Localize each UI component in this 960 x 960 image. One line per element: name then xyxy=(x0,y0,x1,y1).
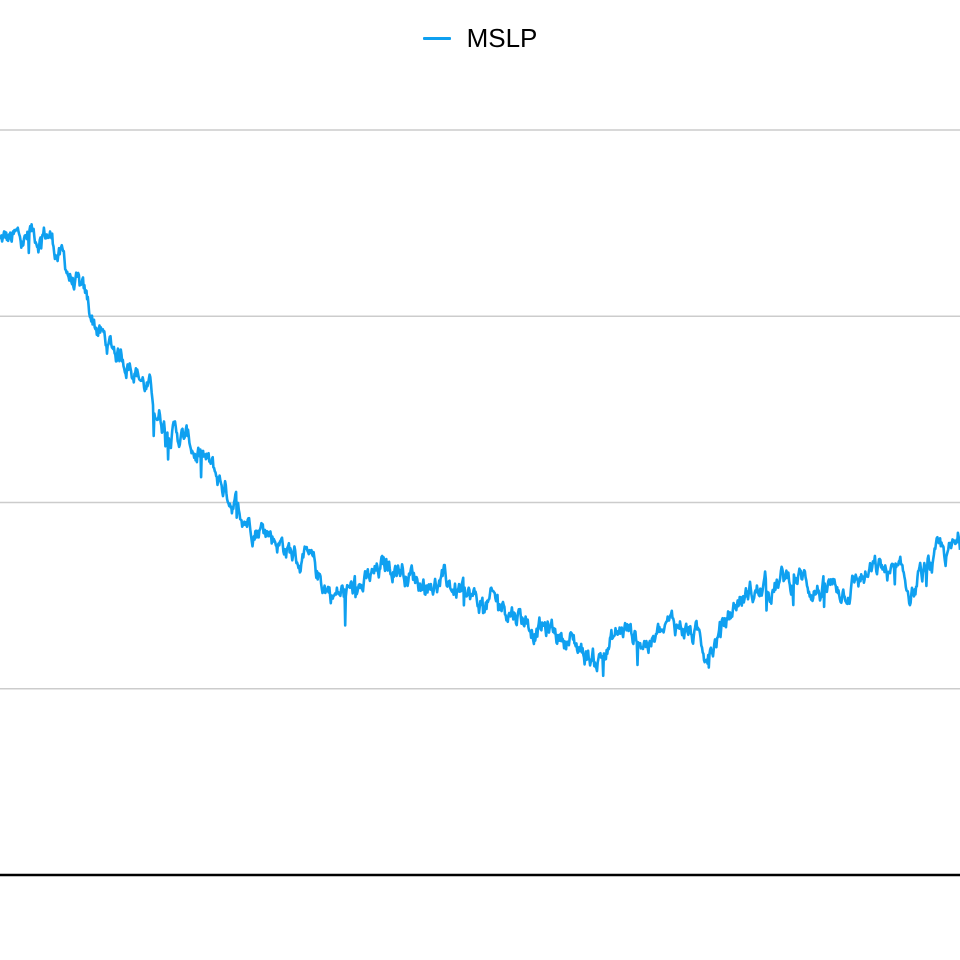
legend-swatch-mslp[interactable] xyxy=(422,36,451,40)
legend: MSLP xyxy=(0,22,960,54)
series-line-mslp xyxy=(0,223,960,678)
legend-label-mslp[interactable]: MSLP xyxy=(466,23,538,53)
